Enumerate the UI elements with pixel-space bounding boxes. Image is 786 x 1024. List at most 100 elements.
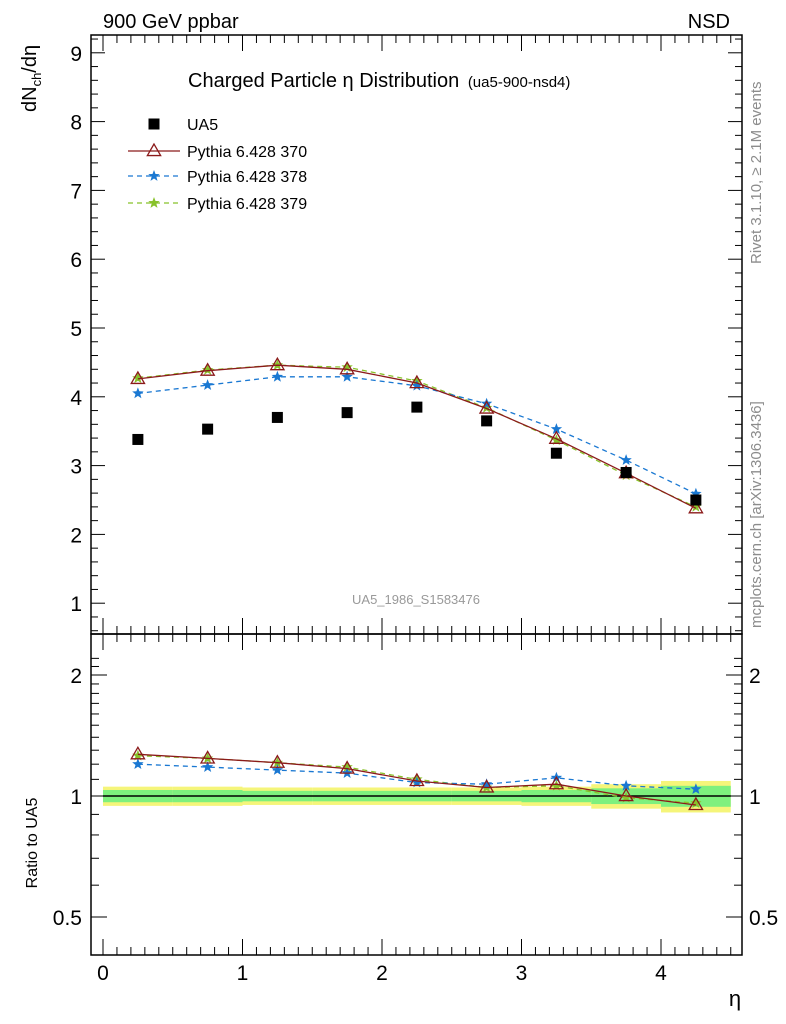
chart-title-tag: (ua5-900-nsd4) — [468, 74, 571, 91]
ratio-ytick-label-right: 2 — [749, 665, 761, 688]
main-series-2-point — [132, 387, 144, 399]
rivet-side-label: Rivet 3.1.10, ≥ 2.1M events — [748, 82, 765, 265]
ratio-series-1-point — [620, 779, 632, 791]
xtick-label: 2 — [376, 962, 388, 985]
legend: UA5 Pythia 6.428 370 Pythia 6.428 378 Pythi… — [128, 117, 307, 213]
ratio-series-0-point — [339, 760, 355, 774]
xtick-label: 3 — [516, 962, 528, 985]
main-ytick-label: 3 — [70, 456, 82, 479]
main-series-0-point — [550, 447, 562, 459]
mcplots-side-label: mcplots.cern.ch [arXiv:1306.3436] — [748, 401, 765, 628]
main-ytick-label: 6 — [70, 249, 82, 272]
main-ytick-label: 5 — [70, 318, 82, 341]
xtick-label: 0 — [97, 962, 109, 985]
chart-title-text: Charged Particle η Distribution — [188, 70, 459, 92]
main-series-3-point — [341, 361, 353, 373]
main-series-0-point — [481, 415, 493, 427]
ratio-series-0-point — [409, 772, 425, 787]
main-series-2-line — [137, 376, 697, 495]
main-series-0-point — [132, 433, 144, 445]
main-series-0-point — [690, 494, 702, 506]
ratio-series-0-point — [130, 745, 146, 760]
legend-marker — [148, 197, 160, 208]
uncertainty-bands — [103, 780, 731, 813]
axes-layer: 1 2 3 4 5 6 7 8 9 0 1 2 3 4 0.5 0.5 1 1 2 2 — [53, 35, 778, 985]
watermark-label: UA5_1986_S1583476 — [352, 592, 480, 607]
chart-title: Charged Particle η Distribution (ua5-900… — [188, 70, 570, 92]
main-ytick-label: 8 — [70, 112, 82, 135]
main-series-3-point — [550, 434, 563, 445]
main-series-1-point — [688, 499, 704, 514]
ratio-series-2-point — [620, 791, 632, 803]
ratio-series-1-point — [132, 758, 144, 769]
main-series-2-point — [411, 379, 423, 391]
main-series-2-point — [620, 454, 632, 465]
header-left-label: 900 GeV ppbar — [103, 11, 239, 33]
main-series-1-point — [130, 370, 146, 385]
ratio-series-2-point — [132, 749, 144, 761]
ratio-series-1-point — [201, 761, 214, 772]
main-ytick-label: 1 — [70, 593, 82, 616]
ratio-series-0-point — [199, 750, 216, 764]
main-series-1-point — [269, 356, 286, 371]
main-series-1-point — [339, 360, 355, 375]
legend-marker — [148, 170, 160, 181]
ratio-series-0-point — [688, 796, 704, 811]
main-series-1-point — [199, 362, 216, 376]
header-right-label: NSD — [688, 11, 730, 33]
main-series-3-point — [201, 364, 214, 375]
ratio-series-1-point — [411, 776, 423, 788]
ratio-series-1-point — [480, 778, 493, 789]
main-series-0-point — [411, 401, 423, 413]
legend-label: Pythia 6.428 379 — [187, 196, 307, 213]
main-series-2-point — [480, 397, 493, 409]
ratio-series-0-line — [137, 753, 696, 806]
main-ytick-label: 7 — [70, 180, 82, 203]
main-series-2-point — [201, 379, 214, 390]
xlabel: η — [729, 986, 741, 1011]
main-series-1-line — [137, 364, 697, 509]
ratio-series-0-point — [269, 754, 286, 768]
main-series-0-point — [202, 423, 214, 435]
xtick-label: 1 — [237, 962, 249, 985]
ratio-ytick-label-right: 1 — [749, 786, 761, 809]
legend-label: UA5 — [187, 117, 218, 134]
legend-marker — [146, 142, 162, 157]
ratio-series-2-point — [690, 797, 702, 808]
ratio-series-0-point — [478, 779, 495, 793]
series-layer — [130, 356, 704, 811]
ratio-ytick-label: 1 — [70, 786, 82, 809]
ratio-series-1-point — [690, 783, 702, 794]
ratio-ylabel: Ratio to UA5 — [24, 798, 41, 889]
ratio-series-2-point — [550, 779, 563, 791]
main-ytick-label: 2 — [70, 524, 82, 547]
main-series-0-point — [620, 466, 632, 478]
legend-label: Pythia 6.428 370 — [187, 144, 307, 161]
main-series-1-point — [478, 400, 495, 414]
legend-marker — [148, 118, 160, 130]
main-series-3-point — [132, 372, 144, 384]
main-series-2-point — [341, 370, 353, 382]
main-ytick-label: 4 — [70, 387, 82, 410]
main-series-0-point — [341, 407, 353, 419]
main-series-1-point — [548, 430, 565, 444]
main-series-3-point — [480, 401, 493, 413]
main-series-3-point — [690, 500, 702, 512]
ratio-ytick-label-right: 0.5 — [749, 907, 778, 930]
xtick-label: 4 — [655, 962, 667, 985]
main-series-2-point — [690, 487, 702, 499]
ratio-series-0-point — [618, 787, 634, 802]
ratio-series-0-point — [548, 775, 565, 790]
ratio-series-2-point — [341, 761, 353, 772]
main-series-1-point — [409, 374, 425, 389]
main-series-2-point — [550, 423, 563, 434]
main-ylabel: dNch/dη — [19, 45, 44, 112]
ratio-series-1-point — [271, 764, 284, 775]
main-series-2-point — [271, 370, 284, 382]
legend-label: Pythia 6.428 378 — [187, 169, 307, 186]
ratio-ytick-label: 2 — [70, 665, 82, 688]
main-ytick-label: 9 — [70, 43, 82, 66]
main-series-0-point — [271, 411, 283, 423]
ratio-ytick-label: 0.5 — [53, 907, 82, 930]
